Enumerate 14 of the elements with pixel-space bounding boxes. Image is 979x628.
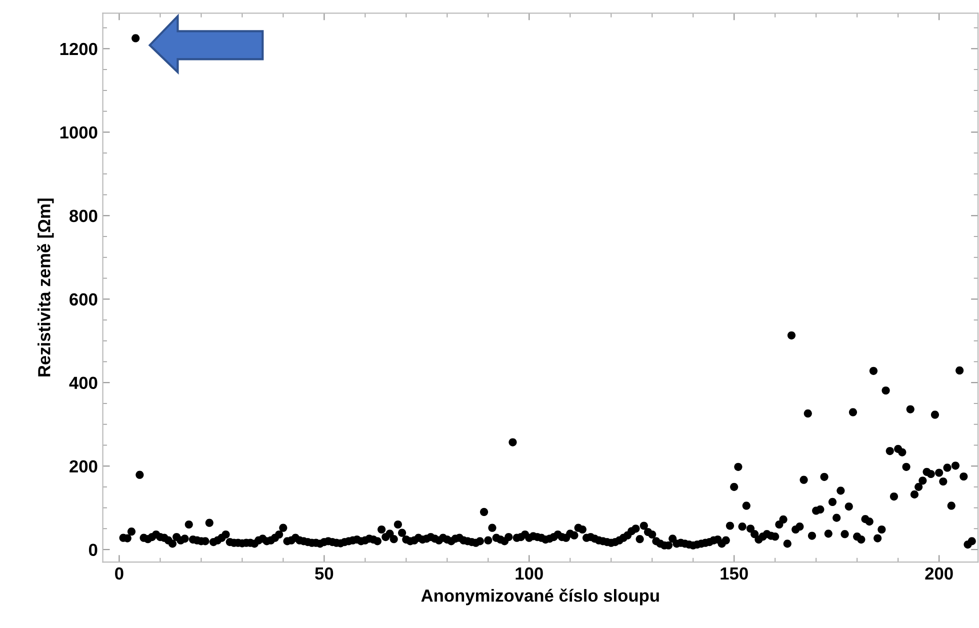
y-tick-label: 0 (88, 544, 98, 556)
x-tick-label: 100 (516, 567, 543, 580)
x-tick-label: 0 (115, 567, 124, 580)
y-tick-label: 800 (70, 210, 98, 222)
y-tick-label: 1200 (60, 42, 98, 56)
y-axis-title: Rezistivita země [Ωm] (37, 198, 54, 376)
x-tick-label: 50 (315, 567, 334, 580)
x-axis-title: Anonymizované číslo sloupu (421, 588, 659, 606)
x-tick-label: 200 (925, 567, 953, 580)
y-tick-label: 400 (69, 376, 98, 390)
y-tick-label: 200 (70, 460, 98, 473)
x-tick-label: 150 (720, 567, 748, 580)
y-tick-label: 1000 (60, 126, 98, 139)
y-tick-label: 600 (70, 293, 98, 306)
